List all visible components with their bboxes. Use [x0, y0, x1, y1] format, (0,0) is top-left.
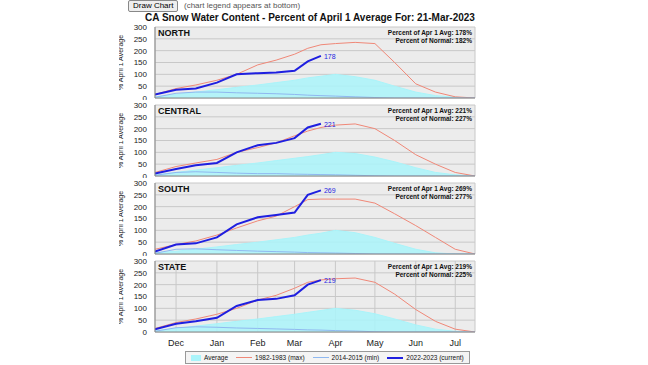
- svg-text:50: 50: [138, 238, 147, 247]
- html-text:Percent of Normal: 225%: Percent of Normal: 225%: [395, 271, 472, 278]
- svg-text:0: 0: [143, 172, 148, 178]
- svg-text:0: 0: [143, 328, 148, 337]
- svg-text:150: 150: [134, 292, 148, 301]
- html-text:2014-2015 (min): 2014-2015 (min): [331, 354, 380, 361]
- svg-text:50: 50: [138, 82, 147, 91]
- html-text:CA Snow Water Content - Percen: CA Snow Water Content - Percent of April…: [145, 12, 475, 23]
- svg-text:300: 300: [134, 258, 148, 266]
- svg-text:Jan: Jan: [210, 338, 225, 348]
- svg-text:100: 100: [134, 226, 148, 235]
- svg-text:250: 250: [134, 113, 148, 122]
- html-text:SOUTH: SOUTH: [158, 184, 190, 194]
- svg-text:Jun: Jun: [408, 338, 423, 348]
- html-text:Percent of Normal: 182%: Percent of Normal: 182%: [395, 37, 472, 44]
- svg-text:300: 300: [134, 102, 148, 110]
- svg-text:200: 200: [134, 203, 148, 212]
- svg-text:% April 1 Average: % April 1 Average: [119, 113, 125, 168]
- html-text:Percent of Apr 1 Avg: 219%: Percent of Apr 1 Avg: 219%: [387, 263, 472, 270]
- svg-text:269: 269: [324, 187, 336, 194]
- html-text:2022-2023 (current): 2022-2023 (current): [406, 354, 464, 361]
- svg-text:178: 178: [324, 53, 336, 60]
- svg-text:May: May: [366, 338, 384, 348]
- svg-text:Dec: Dec: [168, 338, 185, 348]
- svg-text:% April 1 Average: % April 1 Average: [119, 35, 125, 90]
- svg-text:100: 100: [134, 148, 148, 157]
- svg-text:Jul: Jul: [449, 338, 461, 348]
- svg-text:Apr: Apr: [328, 338, 342, 348]
- svg-text:150: 150: [134, 214, 148, 223]
- svg-text:150: 150: [134, 58, 148, 67]
- svg-text:% April 1 Average: % April 1 Average: [119, 191, 125, 246]
- svg-text:250: 250: [134, 191, 148, 200]
- svg-text:200: 200: [134, 47, 148, 56]
- svg-text:50: 50: [138, 316, 147, 325]
- svg-text:0: 0: [143, 250, 148, 256]
- html-text:Average: Average: [204, 354, 229, 361]
- svg-text:100: 100: [134, 70, 148, 79]
- html-text:NORTH: NORTH: [158, 28, 190, 38]
- svg-text:300: 300: [134, 24, 148, 32]
- html-text:1982-1983 (max): 1982-1983 (max): [255, 354, 305, 361]
- svg-text:200: 200: [134, 281, 148, 290]
- svg-text:% April 1 Average: % April 1 Average: [119, 269, 125, 324]
- svg-text:300: 300: [134, 180, 148, 188]
- svg-text:50: 50: [138, 160, 147, 169]
- html-text:CENTRAL: CENTRAL: [158, 106, 201, 116]
- svg-text:150: 150: [134, 136, 148, 145]
- svg-text:200: 200: [134, 125, 148, 134]
- html-text:Percent of Apr 1 Avg: 221%: Percent of Apr 1 Avg: 221%: [387, 107, 472, 114]
- svg-text:250: 250: [134, 269, 148, 278]
- svg-text:Mar: Mar: [287, 338, 303, 348]
- svg-text:100: 100: [134, 304, 148, 313]
- svg-text:0: 0: [143, 94, 148, 100]
- svg-text:219: 219: [324, 277, 336, 284]
- html-text:Draw Chart: Draw Chart: [133, 1, 174, 10]
- svg-text:250: 250: [134, 35, 148, 44]
- html-text:STATE: STATE: [158, 262, 187, 272]
- html-text:Percent of Apr 1 Avg: 178%: Percent of Apr 1 Avg: 178%: [387, 29, 472, 36]
- html-text:(chart legend appears at botto: (chart legend appears at bottom): [184, 1, 301, 10]
- svg-text:Feb: Feb: [250, 338, 266, 348]
- html-text:Percent of Apr 1 Avg: 269%: Percent of Apr 1 Avg: 269%: [387, 185, 472, 192]
- html-text:Percent of Normal: 227%: Percent of Normal: 227%: [395, 115, 472, 122]
- html-text:Percent of Normal: 277%: Percent of Normal: 277%: [395, 193, 472, 200]
- svg-text:221: 221: [324, 121, 336, 128]
